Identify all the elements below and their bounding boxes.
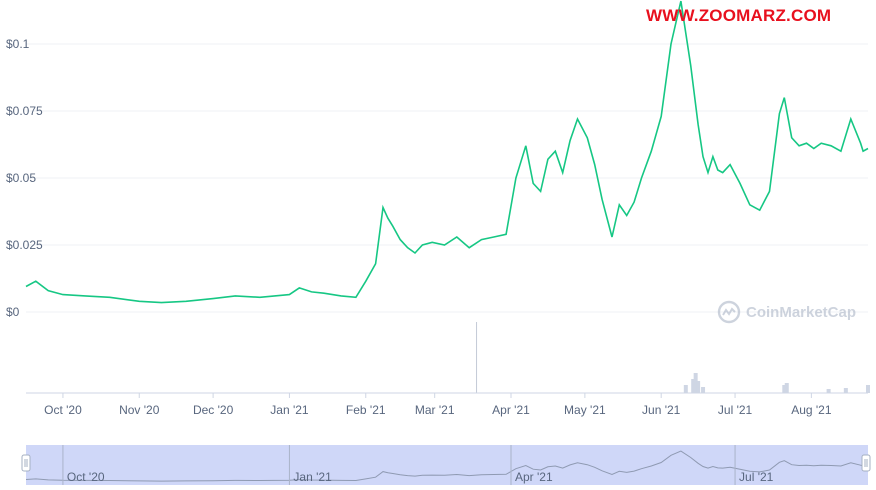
y-tick-label: $0.025 bbox=[6, 238, 43, 252]
x-tick-label: Jun '21 bbox=[642, 403, 681, 417]
x-tick-label: Apr '21 bbox=[492, 403, 530, 417]
range-navigator[interactable]: Oct '20 Jan '21 Apr '21 Jul '21 bbox=[21, 445, 871, 485]
y-tick-label: $0.05 bbox=[6, 171, 36, 185]
grid-lines bbox=[26, 43, 868, 313]
navigator-left-handle[interactable] bbox=[21, 454, 31, 472]
volume-bar bbox=[696, 381, 701, 393]
navigator-ticks: Oct '20 Jan '21 Apr '21 Jul '21 bbox=[62, 445, 774, 485]
navigator-tick-label: Oct '20 bbox=[67, 470, 105, 484]
volume-bar bbox=[866, 385, 870, 393]
coinmarketcap-brand: CoinMarketCap bbox=[717, 299, 856, 325]
x-tick-label: Jul '21 bbox=[718, 403, 753, 417]
navigator-right-handle[interactable] bbox=[861, 454, 871, 472]
navigator-tick-label: Apr '21 bbox=[515, 470, 553, 484]
x-tick-label: Mar '21 bbox=[415, 403, 455, 417]
coinmarketcap-label: CoinMarketCap bbox=[746, 303, 857, 321]
x-tick-label: May '21 bbox=[564, 403, 606, 417]
volume-bar bbox=[691, 379, 696, 393]
x-tick-label: Nov '20 bbox=[119, 403, 160, 417]
x-tick-label: Feb '21 bbox=[346, 403, 386, 417]
y-tick-label: $0.1 bbox=[6, 37, 30, 51]
navigator-series-line bbox=[25, 450, 869, 482]
volume-bar bbox=[826, 389, 831, 393]
volume-bar bbox=[683, 385, 688, 393]
x-tick-label: Jan '21 bbox=[270, 403, 309, 417]
navigator-selected-range[interactable] bbox=[26, 445, 868, 485]
volume-bar bbox=[782, 385, 787, 393]
x-tick-label: Oct '20 bbox=[44, 403, 82, 417]
y-tick-label: $0 bbox=[6, 305, 20, 319]
x-tick-label: Aug '21 bbox=[791, 403, 832, 417]
volume-bars bbox=[476, 322, 870, 393]
price-series-line bbox=[25, 0, 869, 304]
volume-bar bbox=[693, 373, 698, 393]
x-tick-label: Dec '20 bbox=[193, 403, 234, 417]
navigator-tick-label: Jan '21 bbox=[293, 470, 332, 484]
navigator-tick-label: Jul '21 bbox=[739, 470, 774, 484]
volume-bar bbox=[784, 383, 789, 393]
y-tick-label: $0.075 bbox=[6, 104, 43, 118]
coinmarketcap-logo-icon bbox=[717, 300, 741, 324]
x-axis: Oct '20 Nov '20 Dec '20 Jan '21 Feb '21 Mar '… bbox=[44, 393, 832, 417]
watermark: WWW.ZOOMARZ.COM bbox=[646, 6, 832, 25]
volume-bar bbox=[701, 387, 706, 393]
volume-bar bbox=[843, 388, 848, 393]
y-axis: $0.1 $0.075 $0.05 $0.025 $0 bbox=[6, 37, 43, 319]
